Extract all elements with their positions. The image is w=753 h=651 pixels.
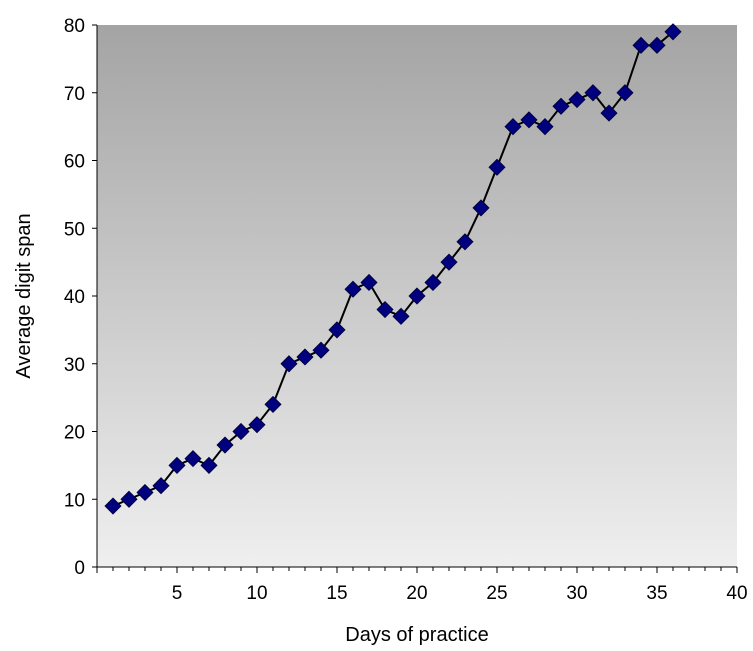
data-point <box>536 118 554 136</box>
x-tick-label: 40 <box>726 583 747 604</box>
data-point <box>328 321 346 339</box>
data-point <box>120 490 138 508</box>
x-tick-label: 20 <box>406 583 427 604</box>
data-point <box>424 273 442 292</box>
data-point <box>312 341 330 359</box>
data-point <box>184 450 202 468</box>
data-point <box>200 456 218 474</box>
data-point <box>216 436 234 454</box>
data-point <box>568 90 586 109</box>
x-tick-label: 5 <box>172 583 183 604</box>
data-point <box>472 199 490 217</box>
data-point <box>392 307 410 325</box>
data-point <box>296 348 314 366</box>
x-tick-label: 35 <box>646 583 667 604</box>
data-point <box>456 233 474 251</box>
y-tick-label: 50 <box>64 219 85 240</box>
data-point <box>104 497 122 515</box>
data-point <box>664 23 682 41</box>
data-point <box>632 36 650 54</box>
x-tick-label: 30 <box>566 583 587 604</box>
data-point <box>376 300 394 319</box>
data-point <box>136 483 154 502</box>
data-point <box>344 280 362 298</box>
data-point <box>280 355 298 373</box>
data-point <box>360 273 378 292</box>
y-tick-label: 0 <box>74 558 85 579</box>
x-tick-label: 10 <box>246 583 267 604</box>
data-point <box>600 104 618 122</box>
data-point <box>408 287 426 305</box>
data-point <box>504 118 522 136</box>
y-tick-label: 10 <box>64 490 85 511</box>
data-point <box>648 36 666 54</box>
axes: 0 10 20 30 40 50 60 70 80 5 10 15 20 25 30 35 40 <box>64 16 748 604</box>
data-point <box>168 456 186 474</box>
data-point <box>520 111 538 129</box>
y-tick-label: 40 <box>64 287 85 308</box>
data-point <box>152 477 170 495</box>
y-tick-label: 30 <box>64 355 85 376</box>
data-point <box>232 422 250 441</box>
data-point <box>584 84 602 102</box>
x-tick-label: 15 <box>326 583 347 604</box>
y-tick-label: 60 <box>64 152 85 173</box>
y-tick-label: 80 <box>64 16 85 37</box>
y-tick-label: 70 <box>64 84 85 105</box>
data-point <box>440 253 458 271</box>
x-axis-title: Days of practice <box>345 624 488 646</box>
data-point <box>616 84 634 102</box>
x-tick-label: 25 <box>486 583 507 604</box>
data-point <box>248 416 266 434</box>
data-point <box>488 158 506 176</box>
data-point <box>552 97 570 115</box>
y-axis-title: Average digit span <box>13 213 35 378</box>
y-tick-label: 20 <box>64 423 85 444</box>
series-layer <box>104 23 682 515</box>
data-point <box>264 395 282 413</box>
